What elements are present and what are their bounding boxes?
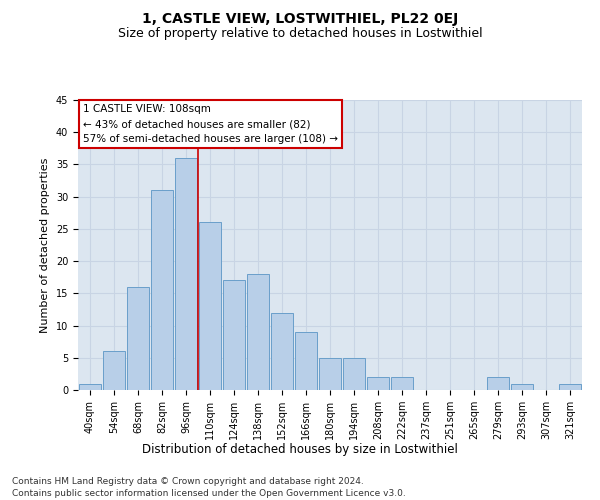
Bar	[151, 190, 173, 390]
Text: 1, CASTLE VIEW, LOSTWITHIEL, PL22 0EJ: 1, CASTLE VIEW, LOSTWITHIEL, PL22 0EJ	[142, 12, 458, 26]
Text: Distribution of detached houses by size in Lostwithiel: Distribution of detached houses by size …	[142, 442, 458, 456]
Y-axis label: Number of detached properties: Number of detached properties	[40, 158, 50, 332]
Bar	[271, 312, 293, 390]
Bar	[127, 287, 149, 390]
Text: Contains public sector information licensed under the Open Government Licence v3: Contains public sector information licen…	[12, 489, 406, 498]
Bar	[175, 158, 197, 390]
Bar	[79, 384, 101, 390]
Bar	[511, 384, 533, 390]
Bar	[223, 280, 245, 390]
Bar	[247, 274, 269, 390]
Text: Contains HM Land Registry data © Crown copyright and database right 2024.: Contains HM Land Registry data © Crown c…	[12, 478, 364, 486]
Bar	[343, 358, 365, 390]
Bar	[559, 384, 581, 390]
Bar	[391, 377, 413, 390]
Bar	[295, 332, 317, 390]
Bar	[103, 352, 125, 390]
Bar	[319, 358, 341, 390]
Text: 1 CASTLE VIEW: 108sqm
← 43% of detached houses are smaller (82)
57% of semi-deta: 1 CASTLE VIEW: 108sqm ← 43% of detached …	[83, 104, 338, 144]
Bar	[367, 377, 389, 390]
Bar	[199, 222, 221, 390]
Text: Size of property relative to detached houses in Lostwithiel: Size of property relative to detached ho…	[118, 28, 482, 40]
Bar	[487, 377, 509, 390]
